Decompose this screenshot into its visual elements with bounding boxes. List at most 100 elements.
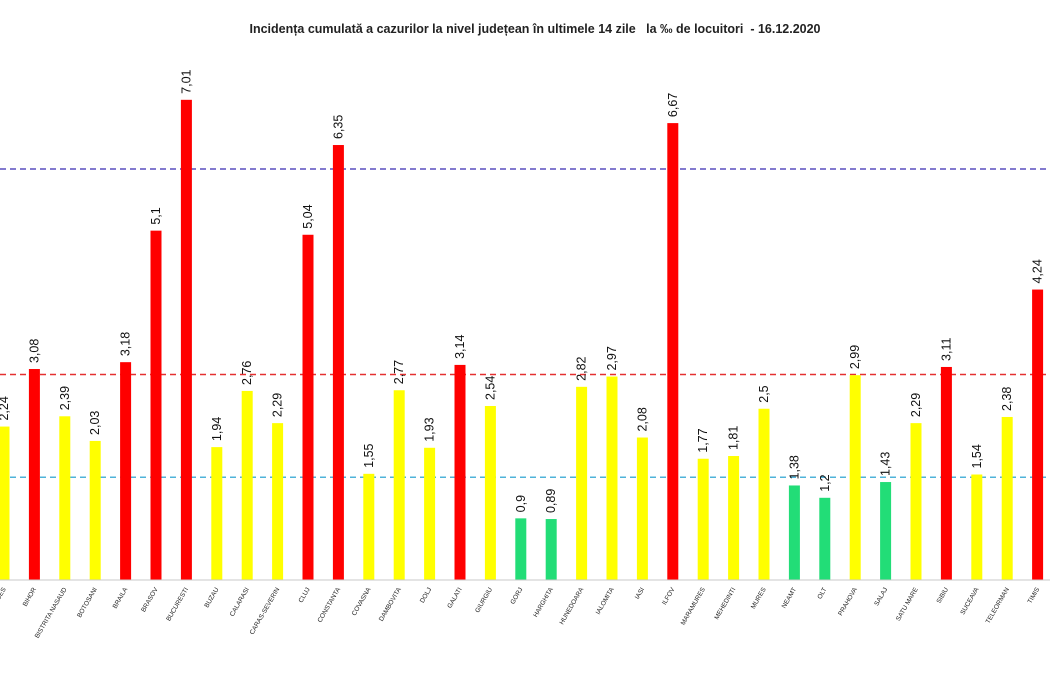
bar xyxy=(393,390,405,580)
bar xyxy=(180,99,192,580)
value-label: 3,18 xyxy=(119,332,133,356)
bar xyxy=(880,482,892,580)
value-label: 2,76 xyxy=(240,361,254,385)
value-label: 2,03 xyxy=(88,411,102,435)
bar xyxy=(697,458,709,580)
bar xyxy=(667,123,679,580)
value-label: 2,97 xyxy=(605,346,619,370)
tick-label: GORJ xyxy=(509,587,524,606)
value-label: 6,67 xyxy=(666,93,680,117)
tick-label: CARAS-SEVERIN xyxy=(249,586,282,636)
value-label: 2,29 xyxy=(271,393,285,417)
tick-label: MEHEDINTI xyxy=(713,586,737,621)
tick-label: SALAJ xyxy=(873,587,889,608)
bar xyxy=(758,408,770,580)
tick-label: SATU MARE xyxy=(895,586,920,622)
tick-label: COVASNA xyxy=(351,586,373,617)
bar xyxy=(211,447,223,580)
bars-group xyxy=(0,99,1044,580)
value-label: 6,35 xyxy=(331,115,345,139)
threshold-lines xyxy=(0,168,1050,479)
bar xyxy=(940,366,952,580)
value-label: 0,89 xyxy=(544,489,558,513)
value-label: 1,2 xyxy=(818,474,832,491)
tick-label: IALOMITA xyxy=(595,586,616,616)
tick-label: HARGHITA xyxy=(532,586,555,619)
value-label: 2,29 xyxy=(909,393,923,417)
tick-label: CALARASI xyxy=(229,586,251,618)
tick-label: SIBIU xyxy=(936,586,951,604)
tick-label: BIHOR xyxy=(22,586,39,608)
bar xyxy=(606,376,618,580)
tick-label: MURES xyxy=(750,586,768,610)
bar xyxy=(576,386,588,580)
bar xyxy=(28,369,40,580)
tick-label: ARGES xyxy=(0,586,8,610)
tick-label: TIMIS xyxy=(1027,586,1042,605)
bar xyxy=(515,518,527,580)
value-label: 1,81 xyxy=(727,426,741,450)
bar xyxy=(89,440,101,580)
bar xyxy=(302,234,314,580)
value-label: 2,99 xyxy=(848,345,862,369)
value-label: 2,82 xyxy=(575,356,589,380)
value-label: 2,54 xyxy=(483,376,497,400)
bar xyxy=(0,426,10,580)
tick-label: IASI xyxy=(634,586,646,600)
bar xyxy=(272,423,284,580)
value-label: 1,77 xyxy=(696,428,710,452)
value-label: 3,14 xyxy=(453,335,467,359)
bar xyxy=(241,390,253,580)
value-label: 0,9 xyxy=(514,495,528,512)
bar xyxy=(484,406,496,580)
value-label: 1,38 xyxy=(787,455,801,479)
bar xyxy=(363,473,375,580)
tick-label: BRASOV xyxy=(140,586,160,614)
bar xyxy=(1001,416,1013,580)
bar xyxy=(150,230,162,580)
value-label: 1,94 xyxy=(210,417,224,441)
bar xyxy=(971,474,983,580)
bar xyxy=(332,145,344,580)
tick-label: BOTOSANI xyxy=(76,586,99,619)
tick-label: BUZAU xyxy=(203,586,220,609)
value-label: 2,08 xyxy=(635,407,649,431)
bar xyxy=(59,416,71,580)
value-label: 4,24 xyxy=(1031,259,1045,283)
bar xyxy=(120,362,132,580)
tick-label: HUNEDOARA xyxy=(558,586,585,626)
value-label: 1,93 xyxy=(423,417,437,441)
tick-label: SUCEAVA xyxy=(959,586,980,616)
value-label: 5,1 xyxy=(149,207,163,224)
tick-label: TELEORMAN xyxy=(985,586,1011,625)
bar xyxy=(728,456,740,580)
tick-label: BISTRITA NASAUD xyxy=(34,586,69,639)
bar xyxy=(636,437,648,580)
value-label: 3,11 xyxy=(939,338,953,361)
tick-label: BUCURESTI xyxy=(165,586,190,622)
value-label: 2,38 xyxy=(1000,387,1014,411)
tick-label: NEAMT xyxy=(781,586,798,609)
tick-label: OLT xyxy=(816,586,828,600)
bar xyxy=(788,485,800,580)
tick-label: MARAMURES xyxy=(680,586,708,627)
value-label: 2,39 xyxy=(58,386,72,410)
value-label: 1,43 xyxy=(879,452,893,476)
bar xyxy=(1032,289,1044,580)
tick-label: DOLJ xyxy=(419,587,433,605)
bar xyxy=(849,375,861,580)
value-label: 2,5 xyxy=(757,385,771,402)
value-label: 1,54 xyxy=(970,444,984,468)
bar xyxy=(545,519,557,580)
tick-label: DAMBOVITA xyxy=(378,586,403,623)
value-labels: 2,24 3,08 2,39 2,03 3,18 5,1 7,01 1,94 2,76 2,29 5… xyxy=(0,69,1045,513)
tick-label: CONSTANTA xyxy=(317,586,343,624)
value-label: 3,08 xyxy=(27,339,41,363)
value-label: 2,77 xyxy=(392,360,406,384)
value-label: 7,01 xyxy=(179,69,193,93)
value-label: 2,24 xyxy=(0,396,11,420)
bar xyxy=(910,423,922,580)
bar xyxy=(424,447,436,580)
